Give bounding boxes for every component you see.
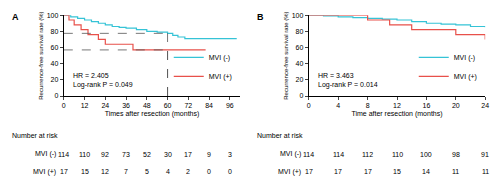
svg-text:110: 110 — [79, 151, 90, 158]
svg-text:24: 24 — [481, 102, 489, 109]
svg-text:20: 20 — [452, 102, 460, 109]
svg-text:17: 17 — [184, 151, 192, 158]
svg-text:HR = 3.463Log-rank P = 0.014: HR = 3.463Log-rank P = 0.014 — [318, 72, 378, 89]
svg-text:12: 12 — [393, 102, 401, 109]
svg-text:12: 12 — [81, 102, 89, 109]
svg-text:110: 110 — [392, 151, 403, 158]
svg-text:16: 16 — [423, 102, 431, 109]
svg-text:36: 36 — [122, 102, 130, 109]
svg-text:11: 11 — [482, 168, 489, 175]
svg-text:17: 17 — [334, 168, 342, 175]
svg-text:B: B — [257, 12, 264, 22]
svg-text:MVI (+): MVI (+) — [33, 168, 56, 176]
svg-text:MVI (+): MVI (+) — [454, 73, 477, 81]
svg-text:80: 80 — [51, 28, 59, 35]
svg-text:A: A — [12, 12, 19, 22]
svg-text:Times after resection (months): Times after resection (months) — [105, 110, 200, 118]
svg-text:40: 40 — [51, 60, 59, 67]
svg-text:17: 17 — [364, 168, 372, 175]
svg-text:9: 9 — [207, 151, 211, 158]
svg-text:0: 0 — [228, 168, 232, 175]
svg-text:100: 100 — [47, 12, 59, 19]
svg-text:MVI (-): MVI (-) — [209, 54, 230, 62]
svg-text:12: 12 — [101, 168, 109, 175]
svg-text:14: 14 — [422, 168, 430, 175]
svg-text:92: 92 — [101, 151, 109, 158]
svg-text:0: 0 — [207, 168, 211, 175]
svg-text:17: 17 — [60, 168, 68, 175]
svg-text:98: 98 — [452, 151, 460, 158]
svg-text:MVI (+): MVI (+) — [209, 73, 232, 81]
svg-text:4: 4 — [336, 102, 340, 109]
svg-text:Recurrence-free survival rate: Recurrence-free survival rate (%) — [283, 11, 289, 99]
svg-text:20: 20 — [296, 76, 304, 83]
svg-text:0: 0 — [299, 92, 303, 99]
svg-text:91: 91 — [481, 151, 489, 158]
svg-text:114: 114 — [333, 151, 344, 158]
svg-text:Time after resection (months): Time after resection (months) — [351, 110, 442, 118]
svg-text:0: 0 — [54, 92, 58, 99]
svg-text:8: 8 — [366, 102, 370, 109]
svg-text:24: 24 — [101, 102, 109, 109]
svg-text:100: 100 — [420, 151, 432, 158]
svg-text:30: 30 — [164, 151, 172, 158]
svg-text:112: 112 — [362, 151, 373, 158]
svg-text:2: 2 — [186, 168, 190, 175]
svg-text:Number at risk: Number at risk — [257, 132, 303, 139]
svg-text:114: 114 — [303, 151, 314, 158]
svg-text:60: 60 — [164, 102, 172, 109]
svg-text:0: 0 — [307, 102, 311, 109]
svg-text:84: 84 — [205, 102, 213, 109]
svg-text:17: 17 — [305, 168, 313, 175]
svg-text:Number at risk: Number at risk — [12, 132, 58, 139]
svg-text:4: 4 — [166, 168, 170, 175]
svg-text:80: 80 — [296, 28, 304, 35]
svg-text:73: 73 — [122, 151, 130, 158]
svg-text:11: 11 — [452, 168, 459, 175]
svg-text:20: 20 — [51, 76, 59, 83]
svg-text:HR = 2.405Log-rank P = 0.049: HR = 2.405Log-rank P = 0.049 — [73, 72, 133, 89]
svg-text:7: 7 — [124, 168, 128, 175]
svg-text:MVI (+): MVI (+) — [278, 168, 301, 176]
svg-text:48: 48 — [143, 102, 151, 109]
svg-text:MVI (-): MVI (-) — [35, 150, 56, 158]
svg-text:96: 96 — [226, 102, 234, 109]
svg-text:Recurrence-free survival rate: Recurrence-free survival rate (%) — [38, 11, 44, 99]
svg-text:MVI (-): MVI (-) — [454, 54, 475, 62]
svg-text:52: 52 — [143, 151, 151, 158]
svg-text:0: 0 — [62, 102, 66, 109]
svg-text:60: 60 — [51, 44, 59, 51]
svg-text:40: 40 — [296, 60, 304, 67]
svg-text:MVI (-): MVI (-) — [280, 150, 301, 158]
svg-text:15: 15 — [393, 168, 401, 175]
svg-text:5: 5 — [145, 168, 149, 175]
svg-text:72: 72 — [184, 102, 192, 109]
svg-text:100: 100 — [292, 12, 304, 19]
svg-text:3: 3 — [228, 151, 232, 158]
svg-text:15: 15 — [81, 168, 89, 175]
svg-text:60: 60 — [296, 44, 304, 51]
svg-text:114: 114 — [58, 151, 69, 158]
